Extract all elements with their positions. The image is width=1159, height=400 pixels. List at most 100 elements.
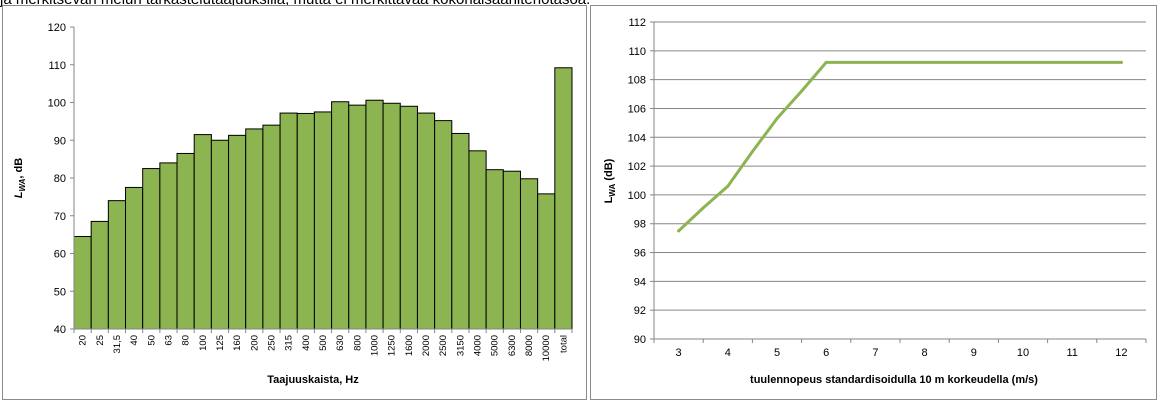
x-tick-label: 1600 <box>404 335 415 356</box>
bar-22 <box>451 132 470 330</box>
y-tick-label: 106 <box>628 103 646 115</box>
data-point-1 <box>701 206 705 210</box>
y-tick-label: 104 <box>628 132 646 144</box>
x-tick-label: 31,5 <box>112 335 123 354</box>
bar-14 <box>313 111 333 330</box>
data-point-4 <box>775 117 779 121</box>
y-axis-title: LWA (dB) <box>603 158 617 203</box>
bar-21 <box>434 120 453 330</box>
y-tick-label: 100 <box>48 98 66 110</box>
y-tick-label: 60 <box>54 249 66 261</box>
y-tick-label: 110 <box>628 46 646 58</box>
x-tick-label: 8000 <box>524 335 535 356</box>
x-tick-label: 50 <box>146 335 157 346</box>
x-tick-label: 500 <box>318 335 329 351</box>
bar-9 <box>228 134 247 330</box>
bar-16 <box>348 104 367 330</box>
data-point-7 <box>1119 60 1123 64</box>
x-tick-label: 160 <box>232 335 243 351</box>
x-tick-label: 10 <box>1017 347 1029 359</box>
x-tick-label: 630 <box>335 335 346 351</box>
bar-17 <box>365 99 384 330</box>
y-tick-label: 98 <box>634 219 646 231</box>
bar-7 <box>193 134 212 330</box>
bar-20 <box>416 112 436 330</box>
x-tick-label: 4000 <box>473 335 484 356</box>
x-tick-label: 3 <box>676 347 682 359</box>
bar-23 <box>468 150 487 330</box>
band-spectrum-chart-panel: 40 50 60 70 80 90 100 110 120 20 25 31,5 40 50 63 80 100… <box>2 5 587 400</box>
bar-8 <box>210 139 230 330</box>
data-point-5 <box>800 89 804 93</box>
y-tick-label: 92 <box>634 305 646 317</box>
x-tick-label: 125 <box>215 335 226 351</box>
y-axis-title-subscript: WA <box>18 178 27 191</box>
x-tick-label: 6 <box>823 347 829 359</box>
x-tick-label: 315 <box>284 335 295 351</box>
band-spectrum-chart: 40 50 60 70 80 90 100 110 120 20 25 31,5 40 50 63 80 100… <box>13 22 573 386</box>
y-axis-title-symbol: L <box>603 196 615 203</box>
series-line <box>677 60 1123 233</box>
data-point-6 <box>824 60 828 64</box>
bar-15 <box>331 101 350 330</box>
bar-3 <box>125 186 144 330</box>
wind-speed-chart-panel: 90 92 94 96 98 100 102 104 106 108 110 112 3 4 5 6 7 8 9 10… <box>590 5 1157 400</box>
y-axis-title: LWA, dB <box>13 158 27 198</box>
bar-26 <box>519 178 539 330</box>
y-tick-label: 100 <box>628 190 646 202</box>
y-tick-label: 96 <box>634 248 646 260</box>
x-tick-label: 1250 <box>387 335 398 356</box>
x-tick-label: 250 <box>266 335 277 351</box>
y-tick-label: 102 <box>628 161 646 173</box>
y-tick-label: 50 <box>54 286 66 298</box>
bar-19 <box>399 105 418 330</box>
x-tick-label: total <box>558 335 569 353</box>
bar-12 <box>279 112 298 330</box>
bar-10 <box>245 128 264 330</box>
y-tick-label: 120 <box>48 22 66 34</box>
x-tick-label: 11 <box>1066 347 1077 359</box>
bar-24 <box>485 169 504 330</box>
x-tick-label: 7 <box>872 347 878 359</box>
y-tick-label: 112 <box>628 17 646 29</box>
bar-25 <box>502 170 521 330</box>
x-tick-label: 40 <box>129 335 140 346</box>
x-tick-label: 8 <box>922 347 928 359</box>
x-axis-title: Taajuuskaista, Hz <box>267 374 359 386</box>
data-point-0 <box>677 229 681 233</box>
bar-0 <box>73 236 92 330</box>
x-tick-label: 2000 <box>421 335 432 356</box>
x-tick-label: 1000 <box>370 335 381 356</box>
y-tick-label: 70 <box>54 211 66 223</box>
y-tick-label: 110 <box>48 60 66 72</box>
x-tick-label: 12 <box>1115 347 1127 359</box>
y-axis-title-unit: , dB <box>13 158 25 179</box>
bar-4 <box>142 168 161 330</box>
x-tick-label: 200 <box>249 335 260 351</box>
y-tick-label: 40 <box>54 324 66 336</box>
header-caption: ja merkitsevän melun tarkastelutaajuuksi… <box>0 0 1159 9</box>
bar-2 <box>107 200 127 330</box>
bar-6 <box>176 152 195 330</box>
x-tick-label: 20 <box>78 335 89 346</box>
data-point-3 <box>750 150 754 154</box>
x-tick-label: 5000 <box>490 335 501 356</box>
bar-13 <box>296 112 315 330</box>
y-tick-label: 94 <box>634 276 646 288</box>
x-tick-label: 100 <box>198 335 209 351</box>
bar-18 <box>382 102 401 330</box>
x-axis-title: tuulennopeus standardisoidulla 10 m kork… <box>750 374 1038 386</box>
data-point-2 <box>726 184 730 188</box>
bar-28 <box>554 67 573 330</box>
y-axis-title-subscript: WA <box>608 183 617 196</box>
x-tick-label: 80 <box>181 335 192 346</box>
y-axis-title-unit: (dB) <box>603 158 615 183</box>
x-tick-label: 6300 <box>507 335 518 356</box>
y-tick-label: 90 <box>634 334 646 346</box>
y-tick-label: 90 <box>54 135 66 147</box>
x-tick-label: 800 <box>352 335 363 351</box>
y-tick-label: 80 <box>54 173 66 185</box>
x-tick-label: 63 <box>163 335 174 346</box>
bar-1 <box>90 220 109 330</box>
bar-11 <box>262 124 281 330</box>
